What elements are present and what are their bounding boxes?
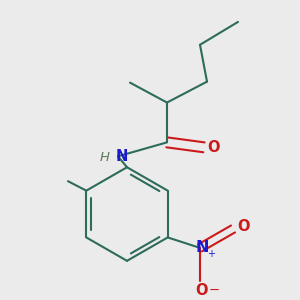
Text: −: − xyxy=(208,284,220,297)
Text: H: H xyxy=(100,151,110,164)
Text: O: O xyxy=(196,283,208,298)
Text: O: O xyxy=(208,140,220,155)
Text: N: N xyxy=(195,240,209,255)
Text: O: O xyxy=(237,220,249,235)
Text: +: + xyxy=(207,249,215,259)
Text: N: N xyxy=(116,149,128,164)
